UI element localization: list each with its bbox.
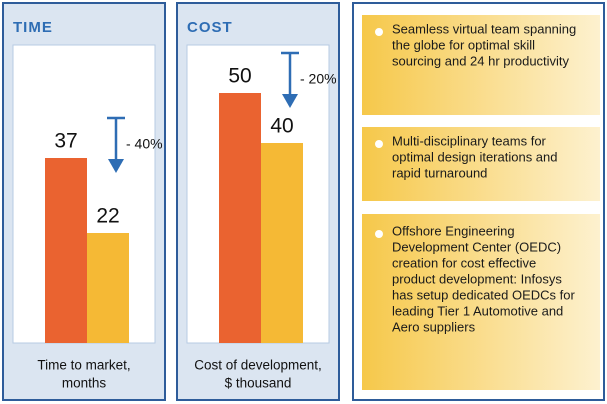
bar <box>261 143 303 343</box>
bullet-text: the globe for optimal skill <box>392 37 535 52</box>
bullet-dot <box>375 230 383 238</box>
bar <box>45 158 87 343</box>
bullet-text: creation for cost effective <box>392 255 536 270</box>
value-label: 37 <box>54 130 77 153</box>
bullet-dot <box>375 140 383 148</box>
chart-title: TIME <box>13 19 53 36</box>
annotation: - 20% <box>300 71 337 87</box>
bullet-text: has setup dedicated OEDCs for <box>392 287 575 302</box>
value-label: 50 <box>228 65 251 88</box>
bullet-text: product development: Infosys <box>392 271 562 286</box>
bullet-text: Aero suppliers <box>392 319 476 334</box>
bullet-text: sourcing and 24 hr productivity <box>392 53 570 68</box>
x-axis-label: $ thousand <box>225 376 292 391</box>
bar <box>87 233 129 343</box>
value-label: 22 <box>96 205 119 228</box>
bullet-box <box>362 214 600 390</box>
bullet-text: Offshore Engineering <box>392 223 515 238</box>
arrow-head <box>108 159 124 173</box>
bullet-text: leading Tier 1 Automotive and <box>392 303 563 318</box>
bullet-text: rapid turnaround <box>392 165 487 180</box>
arrow-head <box>282 94 298 108</box>
bullet-box <box>362 127 600 201</box>
annotation: - 40% <box>126 136 163 152</box>
chart-title: COST <box>187 19 233 36</box>
bullet-text: Development Center (OEDC) <box>392 239 561 254</box>
x-axis-label: Time to market, <box>37 358 130 373</box>
x-axis-label: months <box>62 376 107 391</box>
bullet-text: Seamless virtual team spanning <box>392 21 576 36</box>
bullet-text: Multi-disciplinary teams for <box>392 133 547 148</box>
bullet-dot <box>375 28 383 36</box>
bullet-text: optimal design iterations and <box>392 149 558 164</box>
bullet-box <box>362 15 600 115</box>
x-axis-label: Cost of development, <box>194 358 322 373</box>
value-label: 40 <box>270 115 293 138</box>
bar <box>219 93 261 343</box>
